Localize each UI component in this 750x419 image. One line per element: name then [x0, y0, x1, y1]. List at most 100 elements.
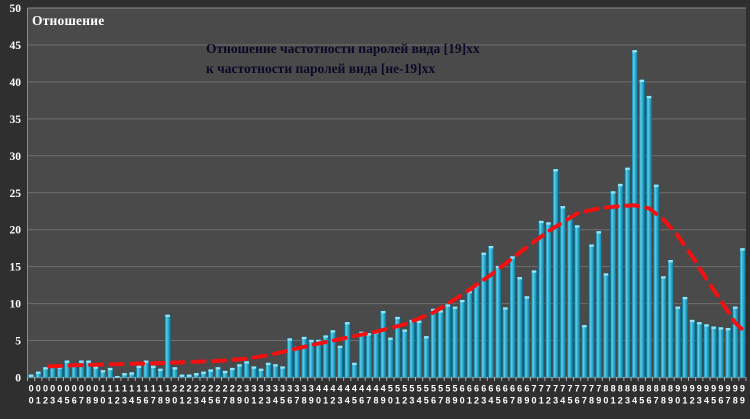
bar-cap	[287, 338, 293, 341]
x-tick-label: 5	[352, 396, 357, 406]
x-tick-label: 5	[65, 396, 70, 406]
x-tick-label: 6	[646, 396, 651, 406]
x-tick-label: 1	[467, 396, 472, 406]
x-tick-label: 3	[259, 384, 264, 394]
x-tick-label: 5	[136, 396, 141, 406]
x-tick-label: 2	[223, 384, 228, 394]
bar	[531, 270, 538, 378]
x-tick-label: 1	[611, 396, 616, 406]
x-tick-label: 7	[582, 396, 587, 406]
bar-cap	[675, 306, 681, 309]
x-tick-label: 0	[57, 384, 62, 394]
bar	[380, 310, 387, 378]
bar-cap	[222, 370, 228, 374]
x-tick-label: 1	[108, 384, 113, 394]
x-tick-label: 5	[431, 384, 436, 394]
bar-cap	[639, 79, 645, 82]
bar-cap	[237, 364, 242, 367]
bar-cap	[495, 265, 501, 269]
bar-cap	[517, 276, 522, 280]
bar-cap	[36, 371, 41, 374]
x-tick-label: 4	[338, 384, 343, 394]
x-tick-label: 5	[452, 384, 457, 394]
bar-cap	[725, 327, 731, 331]
bar-cap	[503, 307, 508, 310]
bar	[437, 310, 444, 378]
x-tick-label: 6	[524, 384, 529, 394]
bar-cap	[194, 373, 199, 376]
bar	[689, 319, 696, 378]
x-tick-label: 4	[381, 384, 386, 394]
bar-cap	[740, 248, 745, 251]
x-tick-label: 6	[215, 396, 220, 406]
bar-cap	[402, 329, 408, 332]
x-tick-label: 0	[50, 384, 55, 394]
bar-cap	[64, 360, 70, 363]
x-tick-label: 1	[165, 384, 170, 394]
x-tick-label: 1	[108, 396, 113, 406]
bar	[602, 273, 609, 378]
bar-cap	[582, 325, 587, 328]
x-tick-label: 8	[646, 384, 651, 394]
bar	[430, 308, 437, 378]
bar-cap	[424, 336, 429, 339]
x-tick-label: 0	[36, 384, 41, 394]
y-tick-label: 50	[10, 3, 22, 15]
x-tick-label: 0	[100, 396, 105, 406]
x-tick-label: 3	[280, 384, 285, 394]
bar	[624, 167, 631, 378]
x-tick-label: 3	[481, 396, 486, 406]
x-tick-label: 7	[560, 384, 565, 394]
x-tick-label: 0	[86, 384, 91, 394]
x-tick-label: 8	[654, 384, 659, 394]
x-tick-label: 4	[345, 396, 350, 406]
x-tick-label: 0	[79, 384, 84, 394]
x-tick-label: 5	[424, 384, 429, 394]
bar	[301, 336, 308, 378]
x-tick-label: 7	[539, 384, 544, 394]
x-tick-label: 4	[366, 384, 371, 394]
x-tick-label: 7	[151, 396, 156, 406]
x-tick-label: 6	[144, 396, 149, 406]
x-tick-label: 5	[496, 396, 501, 406]
x-tick-label: 7	[79, 396, 84, 406]
bar-cap	[632, 50, 637, 53]
bar-cap	[309, 339, 314, 343]
bar-cap	[395, 316, 400, 320]
x-tick-label: 5	[409, 384, 414, 394]
x-tick-label: 7	[510, 396, 515, 406]
bar-cap	[115, 376, 120, 378]
bar-cap	[129, 372, 134, 375]
x-tick-label: 2	[194, 384, 199, 394]
x-tick-label: 6	[488, 384, 493, 394]
x-tick-label: 3	[409, 396, 414, 406]
chart-title: Отношение	[32, 13, 105, 28]
x-tick-label: 3	[302, 384, 307, 394]
x-tick-label: 0	[65, 384, 70, 394]
x-tick-label: 9	[704, 384, 709, 394]
x-tick-label: 0	[172, 396, 177, 406]
x-tick-label: 0	[29, 396, 34, 406]
x-tick-label: 3	[338, 396, 343, 406]
x-tick-label: 7	[575, 384, 580, 394]
x-tick-label: 8	[230, 396, 235, 406]
x-tick-label: 7	[223, 396, 228, 406]
x-tick-label: 1	[323, 396, 328, 406]
bar-cap	[653, 184, 659, 187]
bar	[724, 327, 732, 378]
bar-cap	[186, 374, 192, 377]
bar-cap	[323, 335, 328, 338]
x-tick-label: 9	[740, 396, 745, 406]
x-tick-label: 8	[632, 384, 637, 394]
x-tick-label: 6	[510, 384, 515, 394]
x-tick-label: 6	[575, 396, 580, 406]
bar-cap	[689, 319, 695, 323]
x-tick-label: 1	[251, 396, 256, 406]
bar	[559, 205, 566, 378]
bar-cap	[646, 95, 652, 99]
bar-cap	[574, 225, 580, 228]
bar	[645, 95, 653, 378]
x-tick-label: 6	[460, 384, 465, 394]
x-tick-label: 2	[172, 384, 177, 394]
